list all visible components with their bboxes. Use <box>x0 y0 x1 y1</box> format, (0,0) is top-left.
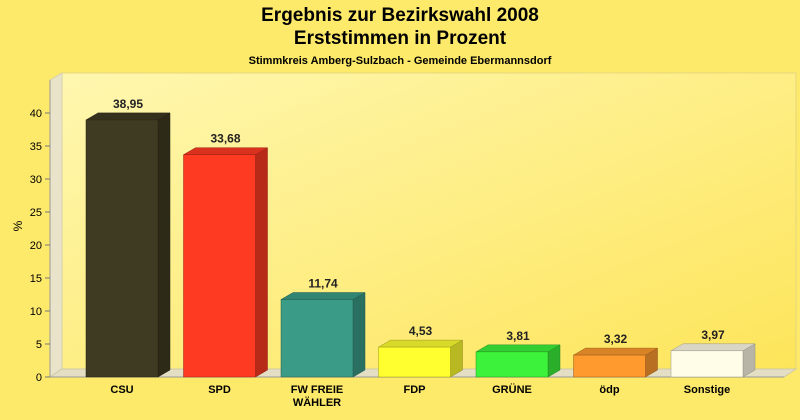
bar <box>378 346 451 378</box>
bar <box>670 350 744 378</box>
bar-top <box>182 147 269 155</box>
bar-side <box>255 147 268 378</box>
chart-title-line2: Erststimmen in Prozent <box>293 28 507 49</box>
bar-value-label: 33,68 <box>210 132 240 146</box>
bar-value-label: 4,53 <box>409 324 433 338</box>
bar <box>475 351 549 378</box>
x-category-label: WÄHLER <box>293 396 341 409</box>
bar-top <box>670 343 756 352</box>
bar-value-label: 11,74 <box>308 277 338 291</box>
bar-top <box>377 339 464 348</box>
y-tick-label: 15 <box>30 273 42 285</box>
bar-value-label: 3,81 <box>506 329 530 343</box>
x-category-label: GRÜNE <box>492 383 532 396</box>
bar-group: 4,53 FDP <box>377 324 464 396</box>
x-category-label: CSU <box>110 384 133 396</box>
bar-side <box>352 292 366 378</box>
y-tick-label: 35 <box>30 141 42 153</box>
bar-top <box>85 112 171 121</box>
chart-title: Ergebnis zur Bezirkswahl 2008 <box>261 5 539 26</box>
y-tick-label: 20 <box>30 240 42 252</box>
x-category-label: Sonstige <box>684 384 730 396</box>
y-tick-label: 25 <box>30 207 42 219</box>
x-category-label: FW FREIE <box>291 384 344 396</box>
bar-side <box>157 112 171 378</box>
bar-group: 3,97 Sonstige <box>670 328 756 396</box>
chart-subtitle: Stimmkreis Amberg-Sulzbach - Gemeinde Eb… <box>248 55 552 67</box>
bar <box>573 354 646 378</box>
bar <box>280 299 354 378</box>
bar-group: 3,81 GRÜNE <box>475 329 561 396</box>
y-axis-label: % <box>11 220 25 231</box>
plot-left-wall <box>49 72 63 378</box>
bar <box>85 119 159 378</box>
bar-value-label: 3,97 <box>701 328 725 342</box>
bar-top <box>475 344 561 353</box>
bar-group: 38,95 CSU <box>85 97 171 396</box>
bar-group: 33,68 SPD <box>182 132 269 396</box>
y-tick-label: 5 <box>36 339 42 351</box>
bar <box>183 154 256 378</box>
bar-value-label: 38,95 <box>113 97 143 111</box>
chart-titles: Ergebnis zur Bezirkswahl 2008 Erststimme… <box>0 0 800 67</box>
y-tick-label: 10 <box>30 306 42 318</box>
bar-group: 3,32 ödp <box>572 332 659 396</box>
y-tick-label: 0 <box>36 372 42 384</box>
x-category-label: ödp <box>599 384 619 396</box>
bar-value-label: 3,32 <box>604 332 628 346</box>
y-tick-label: 30 <box>30 174 42 186</box>
x-category-label: SPD <box>208 384 231 396</box>
bar-top <box>280 292 366 300</box>
bar-top <box>572 347 659 356</box>
y-tick-label: 40 <box>30 108 42 120</box>
x-category-label: FDP <box>404 384 426 396</box>
